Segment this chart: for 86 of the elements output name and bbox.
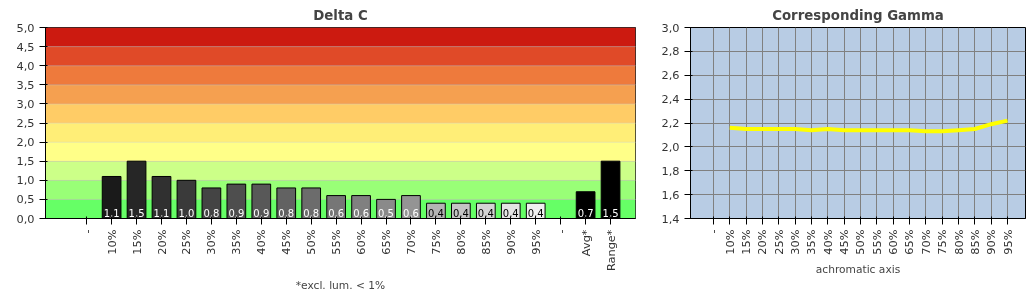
data-label: 0,6 [353, 207, 370, 219]
data-label: 0,8 [278, 207, 295, 219]
x-tick-label: 75% [935, 229, 950, 255]
x-tick-label: - [706, 229, 721, 234]
x-tick-label: 40% [820, 229, 835, 255]
data-label: 0,5 [378, 207, 394, 219]
y-tick-label: 0,5 [16, 192, 35, 207]
x-tick-label: 95% [528, 229, 543, 255]
chart-title: Corresponding Gamma [772, 7, 944, 23]
data-label: 0,8 [203, 207, 220, 219]
x-tick-label: 85% [478, 229, 493, 255]
y-tick-label: 1,5 [16, 154, 35, 169]
data-label: 0,4 [502, 207, 519, 219]
y-tick-label: 1,0 [16, 173, 35, 188]
data-label: 1,5 [128, 207, 145, 219]
x-tick-label: 40% [254, 229, 269, 255]
x-tick-label: 35% [804, 229, 819, 255]
y-tick-label: 2,5 [16, 116, 35, 130]
data-label: 0,7 [577, 207, 594, 219]
x-tick-label: 25% [771, 229, 786, 255]
x-tick-label: 20% [154, 229, 169, 255]
x-tick-label: 80% [951, 229, 966, 255]
data-label: 0,8 [303, 207, 320, 219]
x-tick-label: - [553, 229, 568, 234]
y-tick-label: 4,0 [16, 58, 35, 73]
x-tick-label: Range* [603, 229, 618, 272]
x-tick-label: 95% [1000, 229, 1015, 255]
y-tick-label: 2,0 [16, 135, 35, 150]
x-tick-label: 35% [229, 229, 244, 255]
x-tick-label: 65% [379, 229, 394, 255]
x-tick-label: 15% [739, 229, 754, 255]
y-tick-label: 4,5 [16, 39, 35, 54]
x-tick-label: 80% [453, 229, 468, 255]
data-label: 0,6 [328, 207, 345, 219]
x-tick-label: 20% [755, 229, 770, 255]
y-tick-label: 2,4 [661, 92, 680, 107]
x-tick-label: 25% [179, 229, 194, 255]
x-tick-label: 60% [354, 229, 369, 255]
x-tick-label: 30% [204, 229, 219, 255]
x-tick-label: 90% [503, 229, 518, 255]
y-tick-label: 1,4 [661, 211, 680, 226]
data-label: 0,4 [477, 207, 494, 219]
x-tick-label: Avg* [578, 229, 593, 257]
x-tick-label: 90% [984, 229, 999, 255]
x-tick-label: 75% [428, 229, 443, 255]
y-tick-label: 0,0 [16, 211, 35, 226]
data-label: 0,6 [403, 207, 419, 219]
data-label: 1,5 [602, 207, 619, 219]
x-tick-label: 65% [902, 229, 917, 255]
x-tick-label: 60% [886, 229, 901, 255]
y-tick-label: 2,8 [661, 44, 680, 59]
x-tick-label: 30% [788, 229, 803, 255]
data-label: 1,1 [153, 207, 170, 219]
x-tick-label: 50% [304, 229, 319, 255]
y-tick-label: 3,5 [16, 77, 35, 92]
y-tick-label: 5,0 [16, 20, 35, 35]
y-tick-label: 3,0 [16, 96, 35, 111]
x-tick-label: 15% [129, 229, 144, 255]
x-tick-label: 55% [329, 229, 344, 255]
x-tick-label: 70% [918, 229, 933, 255]
y-tick-label: 1,6 [661, 187, 680, 202]
x-tick-label: 45% [837, 229, 852, 255]
x-axis-title: achromatic axis [815, 262, 901, 276]
data-label: 0,9 [253, 207, 270, 219]
chart-title: Delta C [313, 7, 368, 23]
x-tick-label: 45% [279, 229, 294, 255]
x-tick-label: 10% [722, 229, 737, 255]
x-tick-label: 10% [104, 229, 119, 255]
y-tick-label: 3,0 [661, 20, 680, 35]
data-label: 0,4 [427, 207, 444, 219]
x-tick-label: - [79, 229, 94, 234]
x-tick-label: 50% [853, 229, 868, 255]
x-tick-label: 55% [869, 229, 884, 255]
x-tick-label: 85% [967, 229, 982, 255]
data-label: 0,9 [228, 207, 245, 219]
data-label: 1,1 [103, 207, 120, 219]
data-label: 0,4 [527, 207, 544, 219]
y-tick-label: 2,0 [661, 139, 680, 154]
data-label: 1,0 [178, 207, 195, 219]
x-axis-title: *excl. lum. < 1% [295, 279, 386, 293]
line-series [727, 118, 1010, 134]
y-tick-label: 2,2 [661, 116, 680, 130]
y-tick-label: 2,6 [661, 68, 680, 83]
data-label: 0,4 [452, 207, 469, 219]
x-tick-label: 70% [403, 229, 418, 255]
y-tick-label: 1,8 [661, 163, 680, 178]
